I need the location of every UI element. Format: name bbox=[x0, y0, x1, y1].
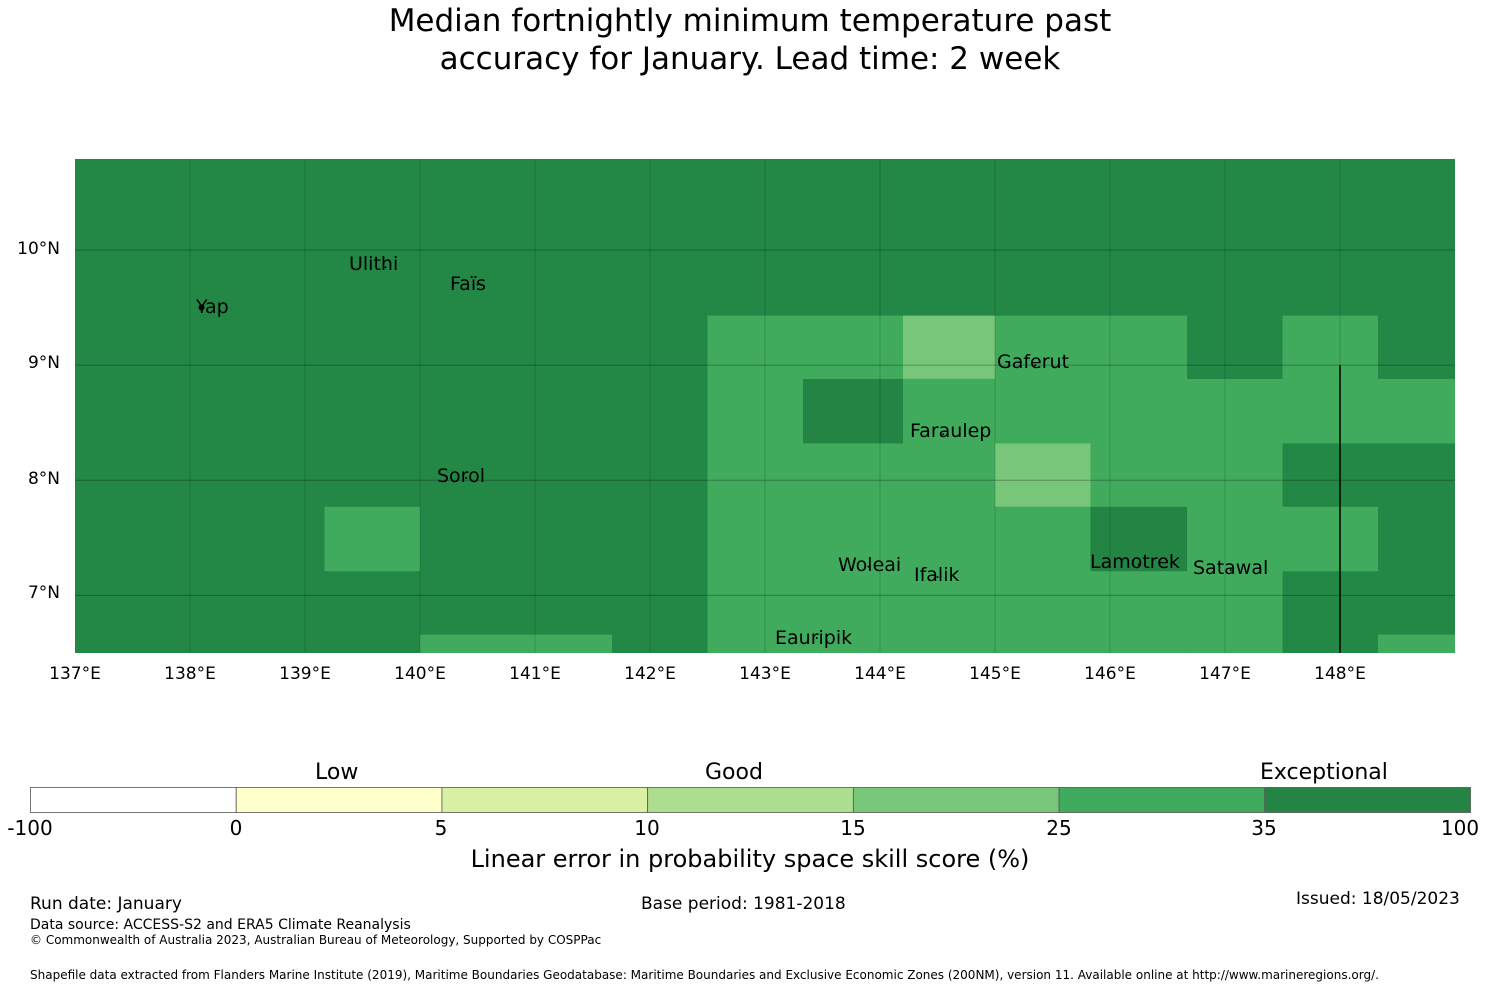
map-cell bbox=[707, 315, 903, 653]
lon-label-139e: 139°E bbox=[279, 664, 331, 684]
place-label-faraulep: Faraulep bbox=[910, 420, 992, 442]
lon-label-141e: 141°E bbox=[509, 664, 561, 684]
lon-label-144e: 144°E bbox=[854, 664, 906, 684]
island-marker bbox=[1137, 563, 1140, 566]
map-cell bbox=[1282, 506, 1378, 572]
colorbar-tick-0: 0 bbox=[229, 816, 243, 840]
island-marker bbox=[1229, 569, 1232, 572]
run-date: Run date: January bbox=[30, 894, 182, 914]
place-label-fais: Faïs bbox=[450, 273, 487, 295]
copyright-notice: © Commonwealth of Australia 2023, Austra… bbox=[30, 933, 602, 947]
island-marker bbox=[815, 637, 818, 640]
lon-label-143e: 143°E bbox=[739, 664, 791, 684]
place-label-ifalik: Ifalik bbox=[914, 564, 960, 586]
map-gridlines bbox=[75, 159, 1455, 653]
skill-score-map bbox=[75, 159, 1455, 653]
place-label-gaferut: Gaferut bbox=[997, 351, 1070, 373]
colorbar-tick-15: 15 bbox=[840, 816, 866, 840]
island-marker bbox=[465, 476, 467, 479]
colorbar-tick-35: 35 bbox=[1251, 816, 1277, 840]
colorbar-segment bbox=[30, 787, 237, 813]
category-label-good: Good bbox=[705, 760, 763, 785]
place-label-satawal: Satawal bbox=[1193, 557, 1269, 579]
colorbar-tick-25: 25 bbox=[1046, 816, 1072, 840]
map-cell bbox=[1090, 506, 1188, 572]
colorbar-segment bbox=[647, 787, 854, 813]
island-marker bbox=[867, 565, 870, 568]
category-label-exceptional: Exceptional bbox=[1260, 760, 1388, 785]
map-cell bbox=[995, 443, 1091, 507]
issued-date: Issued: 18/05/2023 bbox=[1296, 889, 1460, 909]
lat-label-7n: 7°N bbox=[27, 583, 60, 603]
map-cell bbox=[420, 634, 613, 653]
island-marker bbox=[198, 304, 205, 311]
place-label-eauripik: Eauripik bbox=[775, 627, 853, 649]
lon-label-145e: 145°E bbox=[969, 664, 1021, 684]
data-source: Data source: ACCESS-S2 and ERA5 Climate … bbox=[30, 917, 411, 933]
colorbar-segment bbox=[441, 787, 649, 813]
lon-label-146e: 146°E bbox=[1084, 664, 1136, 684]
lat-label-9n: 9°N bbox=[27, 353, 60, 373]
lon-label-148e: 148°E bbox=[1314, 664, 1366, 684]
place-label-lamotrek: Lamotrek bbox=[1090, 551, 1180, 573]
colorbar-segment bbox=[1058, 787, 1266, 813]
title-line-2: accuracy for January. Lead time: 2 week bbox=[439, 41, 1061, 77]
map-cell bbox=[1282, 378, 1455, 444]
lon-label-140e: 140°E bbox=[394, 664, 446, 684]
map-cell bbox=[324, 506, 420, 572]
map-cell bbox=[903, 315, 995, 379]
place-label-sorol: Sorol bbox=[437, 465, 485, 487]
island-marker bbox=[1034, 364, 1037, 367]
place-label-yap: Yap bbox=[196, 296, 229, 318]
colorbar-tick-10: 10 bbox=[634, 816, 660, 840]
island-marker bbox=[384, 266, 387, 269]
shapefile-credit: Shapefile data extracted from Flanders M… bbox=[30, 968, 1379, 982]
colorbar-tick-100: 100 bbox=[1440, 816, 1480, 840]
category-label-low: Low bbox=[315, 760, 359, 785]
map-cell bbox=[903, 378, 995, 653]
colorbar bbox=[30, 787, 1471, 813]
base-period: Base period: 1981-2018 bbox=[641, 894, 846, 914]
island-markers bbox=[198, 266, 1232, 640]
island-marker bbox=[942, 433, 945, 436]
lon-label-138e: 138°E bbox=[164, 664, 216, 684]
place-label-woleai: Woleai bbox=[838, 554, 902, 576]
colorbar-tick--100: -100 bbox=[7, 816, 53, 840]
map-cells bbox=[324, 315, 1455, 653]
colorbar-title: Linear error in probability space skill … bbox=[470, 845, 1030, 873]
map-cell bbox=[1377, 634, 1455, 653]
colorbar-segment bbox=[852, 787, 1060, 813]
lat-label-8n: 8°N bbox=[27, 469, 60, 489]
lon-label-137e: 137°E bbox=[49, 664, 101, 684]
island-marker bbox=[476, 283, 479, 286]
map-cell bbox=[802, 378, 903, 444]
colorbar-tick-5: 5 bbox=[434, 816, 448, 840]
map-cell bbox=[1282, 315, 1378, 379]
lat-label-10n: 10°N bbox=[17, 239, 60, 259]
place-label-ulithi: Ulithi bbox=[349, 253, 399, 275]
lon-label-142e: 142°E bbox=[624, 664, 676, 684]
colorbar-segment bbox=[1264, 787, 1471, 813]
chart-title: Median fortnightly minimum temperature p… bbox=[0, 2, 1500, 78]
title-line-1: Median fortnightly minimum temperature p… bbox=[388, 3, 1112, 39]
lon-label-147e: 147°E bbox=[1199, 664, 1251, 684]
colorbar-segment bbox=[235, 787, 443, 813]
map-cell bbox=[1187, 378, 1283, 653]
island-marker bbox=[936, 576, 939, 578]
